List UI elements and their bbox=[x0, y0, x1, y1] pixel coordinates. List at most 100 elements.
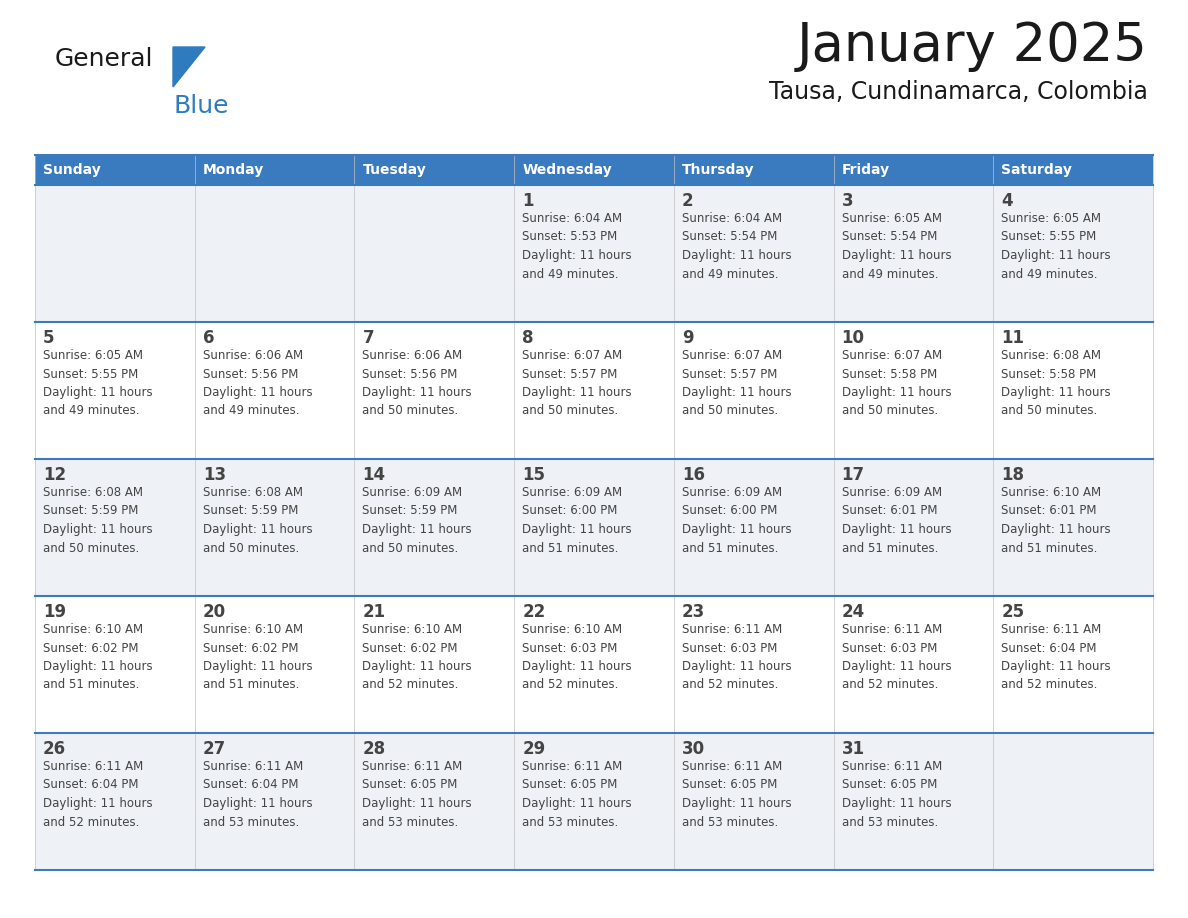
Text: Sunrise: 6:05 AM: Sunrise: 6:05 AM bbox=[43, 349, 143, 362]
Text: Daylight: 11 hours: Daylight: 11 hours bbox=[362, 523, 472, 536]
Text: 14: 14 bbox=[362, 466, 386, 484]
Text: Sunset: 6:04 PM: Sunset: 6:04 PM bbox=[43, 778, 139, 791]
Text: Daylight: 11 hours: Daylight: 11 hours bbox=[523, 660, 632, 673]
FancyBboxPatch shape bbox=[34, 155, 195, 185]
FancyBboxPatch shape bbox=[514, 596, 674, 733]
Text: and 53 minutes.: and 53 minutes. bbox=[523, 815, 619, 829]
Text: General: General bbox=[55, 47, 153, 71]
Text: Sunset: 6:05 PM: Sunset: 6:05 PM bbox=[362, 778, 457, 791]
Text: Tausa, Cundinamarca, Colombia: Tausa, Cundinamarca, Colombia bbox=[769, 80, 1148, 104]
Text: Sunset: 6:02 PM: Sunset: 6:02 PM bbox=[43, 642, 139, 655]
FancyBboxPatch shape bbox=[195, 459, 354, 596]
Text: and 50 minutes.: and 50 minutes. bbox=[43, 542, 139, 554]
Text: Sunset: 5:54 PM: Sunset: 5:54 PM bbox=[841, 230, 937, 243]
Text: Daylight: 11 hours: Daylight: 11 hours bbox=[1001, 523, 1111, 536]
FancyBboxPatch shape bbox=[354, 322, 514, 459]
FancyBboxPatch shape bbox=[834, 596, 993, 733]
Text: Sunset: 5:56 PM: Sunset: 5:56 PM bbox=[203, 367, 298, 380]
FancyBboxPatch shape bbox=[34, 322, 195, 459]
Text: Daylight: 11 hours: Daylight: 11 hours bbox=[203, 660, 312, 673]
Text: Sunrise: 6:09 AM: Sunrise: 6:09 AM bbox=[362, 486, 462, 499]
Text: 22: 22 bbox=[523, 603, 545, 621]
Text: Sunset: 6:04 PM: Sunset: 6:04 PM bbox=[203, 778, 298, 791]
Text: Sunrise: 6:11 AM: Sunrise: 6:11 AM bbox=[362, 760, 462, 773]
Text: Daylight: 11 hours: Daylight: 11 hours bbox=[43, 523, 152, 536]
Text: Sunset: 5:57 PM: Sunset: 5:57 PM bbox=[682, 367, 777, 380]
Text: 28: 28 bbox=[362, 740, 386, 758]
Text: and 49 minutes.: and 49 minutes. bbox=[203, 405, 299, 418]
Text: Daylight: 11 hours: Daylight: 11 hours bbox=[43, 386, 152, 399]
Text: Sunrise: 6:10 AM: Sunrise: 6:10 AM bbox=[203, 623, 303, 636]
FancyBboxPatch shape bbox=[993, 322, 1154, 459]
FancyBboxPatch shape bbox=[195, 322, 354, 459]
Text: 13: 13 bbox=[203, 466, 226, 484]
Text: 10: 10 bbox=[841, 329, 865, 347]
FancyBboxPatch shape bbox=[993, 459, 1154, 596]
Text: Daylight: 11 hours: Daylight: 11 hours bbox=[841, 386, 952, 399]
Text: Sunrise: 6:11 AM: Sunrise: 6:11 AM bbox=[841, 760, 942, 773]
FancyBboxPatch shape bbox=[34, 459, 195, 596]
Text: Sunset: 5:53 PM: Sunset: 5:53 PM bbox=[523, 230, 618, 243]
FancyBboxPatch shape bbox=[34, 733, 195, 870]
Text: Sunset: 5:59 PM: Sunset: 5:59 PM bbox=[362, 505, 457, 518]
Text: Daylight: 11 hours: Daylight: 11 hours bbox=[682, 249, 791, 262]
Polygon shape bbox=[173, 47, 206, 87]
Text: 7: 7 bbox=[362, 329, 374, 347]
Text: Sunrise: 6:11 AM: Sunrise: 6:11 AM bbox=[682, 623, 782, 636]
FancyBboxPatch shape bbox=[674, 155, 834, 185]
Text: Daylight: 11 hours: Daylight: 11 hours bbox=[841, 797, 952, 810]
Text: and 51 minutes.: and 51 minutes. bbox=[203, 678, 299, 691]
Text: 1: 1 bbox=[523, 192, 533, 210]
FancyBboxPatch shape bbox=[993, 155, 1154, 185]
FancyBboxPatch shape bbox=[34, 596, 195, 733]
Text: and 50 minutes.: and 50 minutes. bbox=[523, 405, 619, 418]
Text: Monday: Monday bbox=[203, 163, 264, 177]
Text: and 50 minutes.: and 50 minutes. bbox=[682, 405, 778, 418]
Text: and 50 minutes.: and 50 minutes. bbox=[1001, 405, 1098, 418]
Text: Sunset: 6:05 PM: Sunset: 6:05 PM bbox=[523, 778, 618, 791]
Text: 9: 9 bbox=[682, 329, 694, 347]
Text: Daylight: 11 hours: Daylight: 11 hours bbox=[523, 797, 632, 810]
Text: Daylight: 11 hours: Daylight: 11 hours bbox=[362, 386, 472, 399]
Text: January 2025: January 2025 bbox=[797, 20, 1148, 72]
FancyBboxPatch shape bbox=[195, 155, 354, 185]
FancyBboxPatch shape bbox=[514, 733, 674, 870]
FancyBboxPatch shape bbox=[834, 733, 993, 870]
Text: Sunrise: 6:11 AM: Sunrise: 6:11 AM bbox=[841, 623, 942, 636]
Text: and 49 minutes.: and 49 minutes. bbox=[682, 267, 778, 281]
Text: Sunset: 6:00 PM: Sunset: 6:00 PM bbox=[682, 505, 777, 518]
Text: Daylight: 11 hours: Daylight: 11 hours bbox=[43, 660, 152, 673]
Text: Daylight: 11 hours: Daylight: 11 hours bbox=[362, 797, 472, 810]
Text: Daylight: 11 hours: Daylight: 11 hours bbox=[841, 523, 952, 536]
Text: and 52 minutes.: and 52 minutes. bbox=[523, 678, 619, 691]
Text: and 53 minutes.: and 53 minutes. bbox=[682, 815, 778, 829]
Text: Daylight: 11 hours: Daylight: 11 hours bbox=[203, 386, 312, 399]
Text: Daylight: 11 hours: Daylight: 11 hours bbox=[203, 797, 312, 810]
Text: Sunrise: 6:06 AM: Sunrise: 6:06 AM bbox=[203, 349, 303, 362]
Text: Sunset: 6:03 PM: Sunset: 6:03 PM bbox=[523, 642, 618, 655]
Text: and 50 minutes.: and 50 minutes. bbox=[203, 542, 299, 554]
Text: 26: 26 bbox=[43, 740, 67, 758]
FancyBboxPatch shape bbox=[34, 185, 195, 322]
Text: 16: 16 bbox=[682, 466, 704, 484]
Text: Sunrise: 6:08 AM: Sunrise: 6:08 AM bbox=[203, 486, 303, 499]
Text: 18: 18 bbox=[1001, 466, 1024, 484]
Text: Sunset: 5:59 PM: Sunset: 5:59 PM bbox=[203, 505, 298, 518]
FancyBboxPatch shape bbox=[514, 459, 674, 596]
Text: Sunrise: 6:11 AM: Sunrise: 6:11 AM bbox=[203, 760, 303, 773]
Text: and 51 minutes.: and 51 minutes. bbox=[523, 542, 619, 554]
Text: Sunset: 6:03 PM: Sunset: 6:03 PM bbox=[841, 642, 937, 655]
FancyBboxPatch shape bbox=[514, 185, 674, 322]
Text: 15: 15 bbox=[523, 466, 545, 484]
Text: and 52 minutes.: and 52 minutes. bbox=[682, 678, 778, 691]
Text: Sunrise: 6:11 AM: Sunrise: 6:11 AM bbox=[1001, 623, 1101, 636]
Text: and 49 minutes.: and 49 minutes. bbox=[841, 267, 939, 281]
FancyBboxPatch shape bbox=[834, 322, 993, 459]
Text: Sunset: 6:05 PM: Sunset: 6:05 PM bbox=[841, 778, 937, 791]
Text: Sunrise: 6:06 AM: Sunrise: 6:06 AM bbox=[362, 349, 462, 362]
FancyBboxPatch shape bbox=[195, 185, 354, 322]
Text: and 50 minutes.: and 50 minutes. bbox=[362, 405, 459, 418]
FancyBboxPatch shape bbox=[834, 155, 993, 185]
FancyBboxPatch shape bbox=[354, 185, 514, 322]
Text: Friday: Friday bbox=[841, 163, 890, 177]
